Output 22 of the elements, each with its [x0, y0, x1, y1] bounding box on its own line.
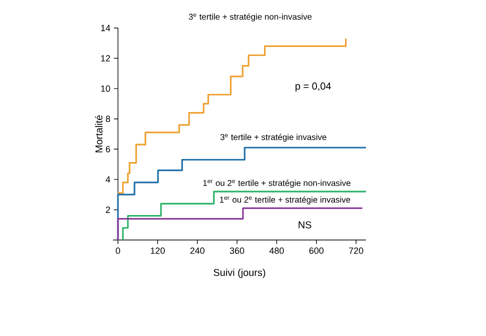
annotation: p = 0,04 [296, 82, 331, 92]
y-axis-title: Mortalité [95, 115, 102, 152]
x-tick-label: 600 [309, 248, 324, 254]
y-tick-label: 14 [101, 24, 110, 32]
x-axis-title: Suivi (jours) [214, 268, 266, 278]
y-tick-label: 2 [106, 206, 110, 213]
x-tick-label: 0 [116, 248, 120, 254]
x-tick-label: 240 [190, 248, 204, 254]
annotation: NS [298, 221, 312, 228]
y-tick-label: 4 [106, 176, 110, 183]
y-tick-label: 10 [101, 85, 110, 92]
series-label: 3$^{e}$ tertile + stratégie invasive [220, 134, 326, 142]
y-tick-label: 6 [106, 146, 110, 152]
x-tick-label: 120 [150, 248, 165, 254]
y-tick-label: 12 [101, 55, 110, 62]
x-tick-label: 480 [269, 248, 284, 254]
y-tick-label: 8 [106, 116, 110, 122]
text: 3$^{e}$ tertile + stratégie non-invasive [188, 13, 312, 22]
x-tick-label: 720 [349, 248, 364, 254]
series-label: 1$^{er}$ ou 2$^{e}$ tertile + stratégie invasive [220, 196, 350, 204]
x-tick-label: 360 [230, 248, 244, 254]
series-label: 1$^{er}$ ou 2$^{e}$ tertile + stratégie non-invasive [203, 180, 350, 188]
